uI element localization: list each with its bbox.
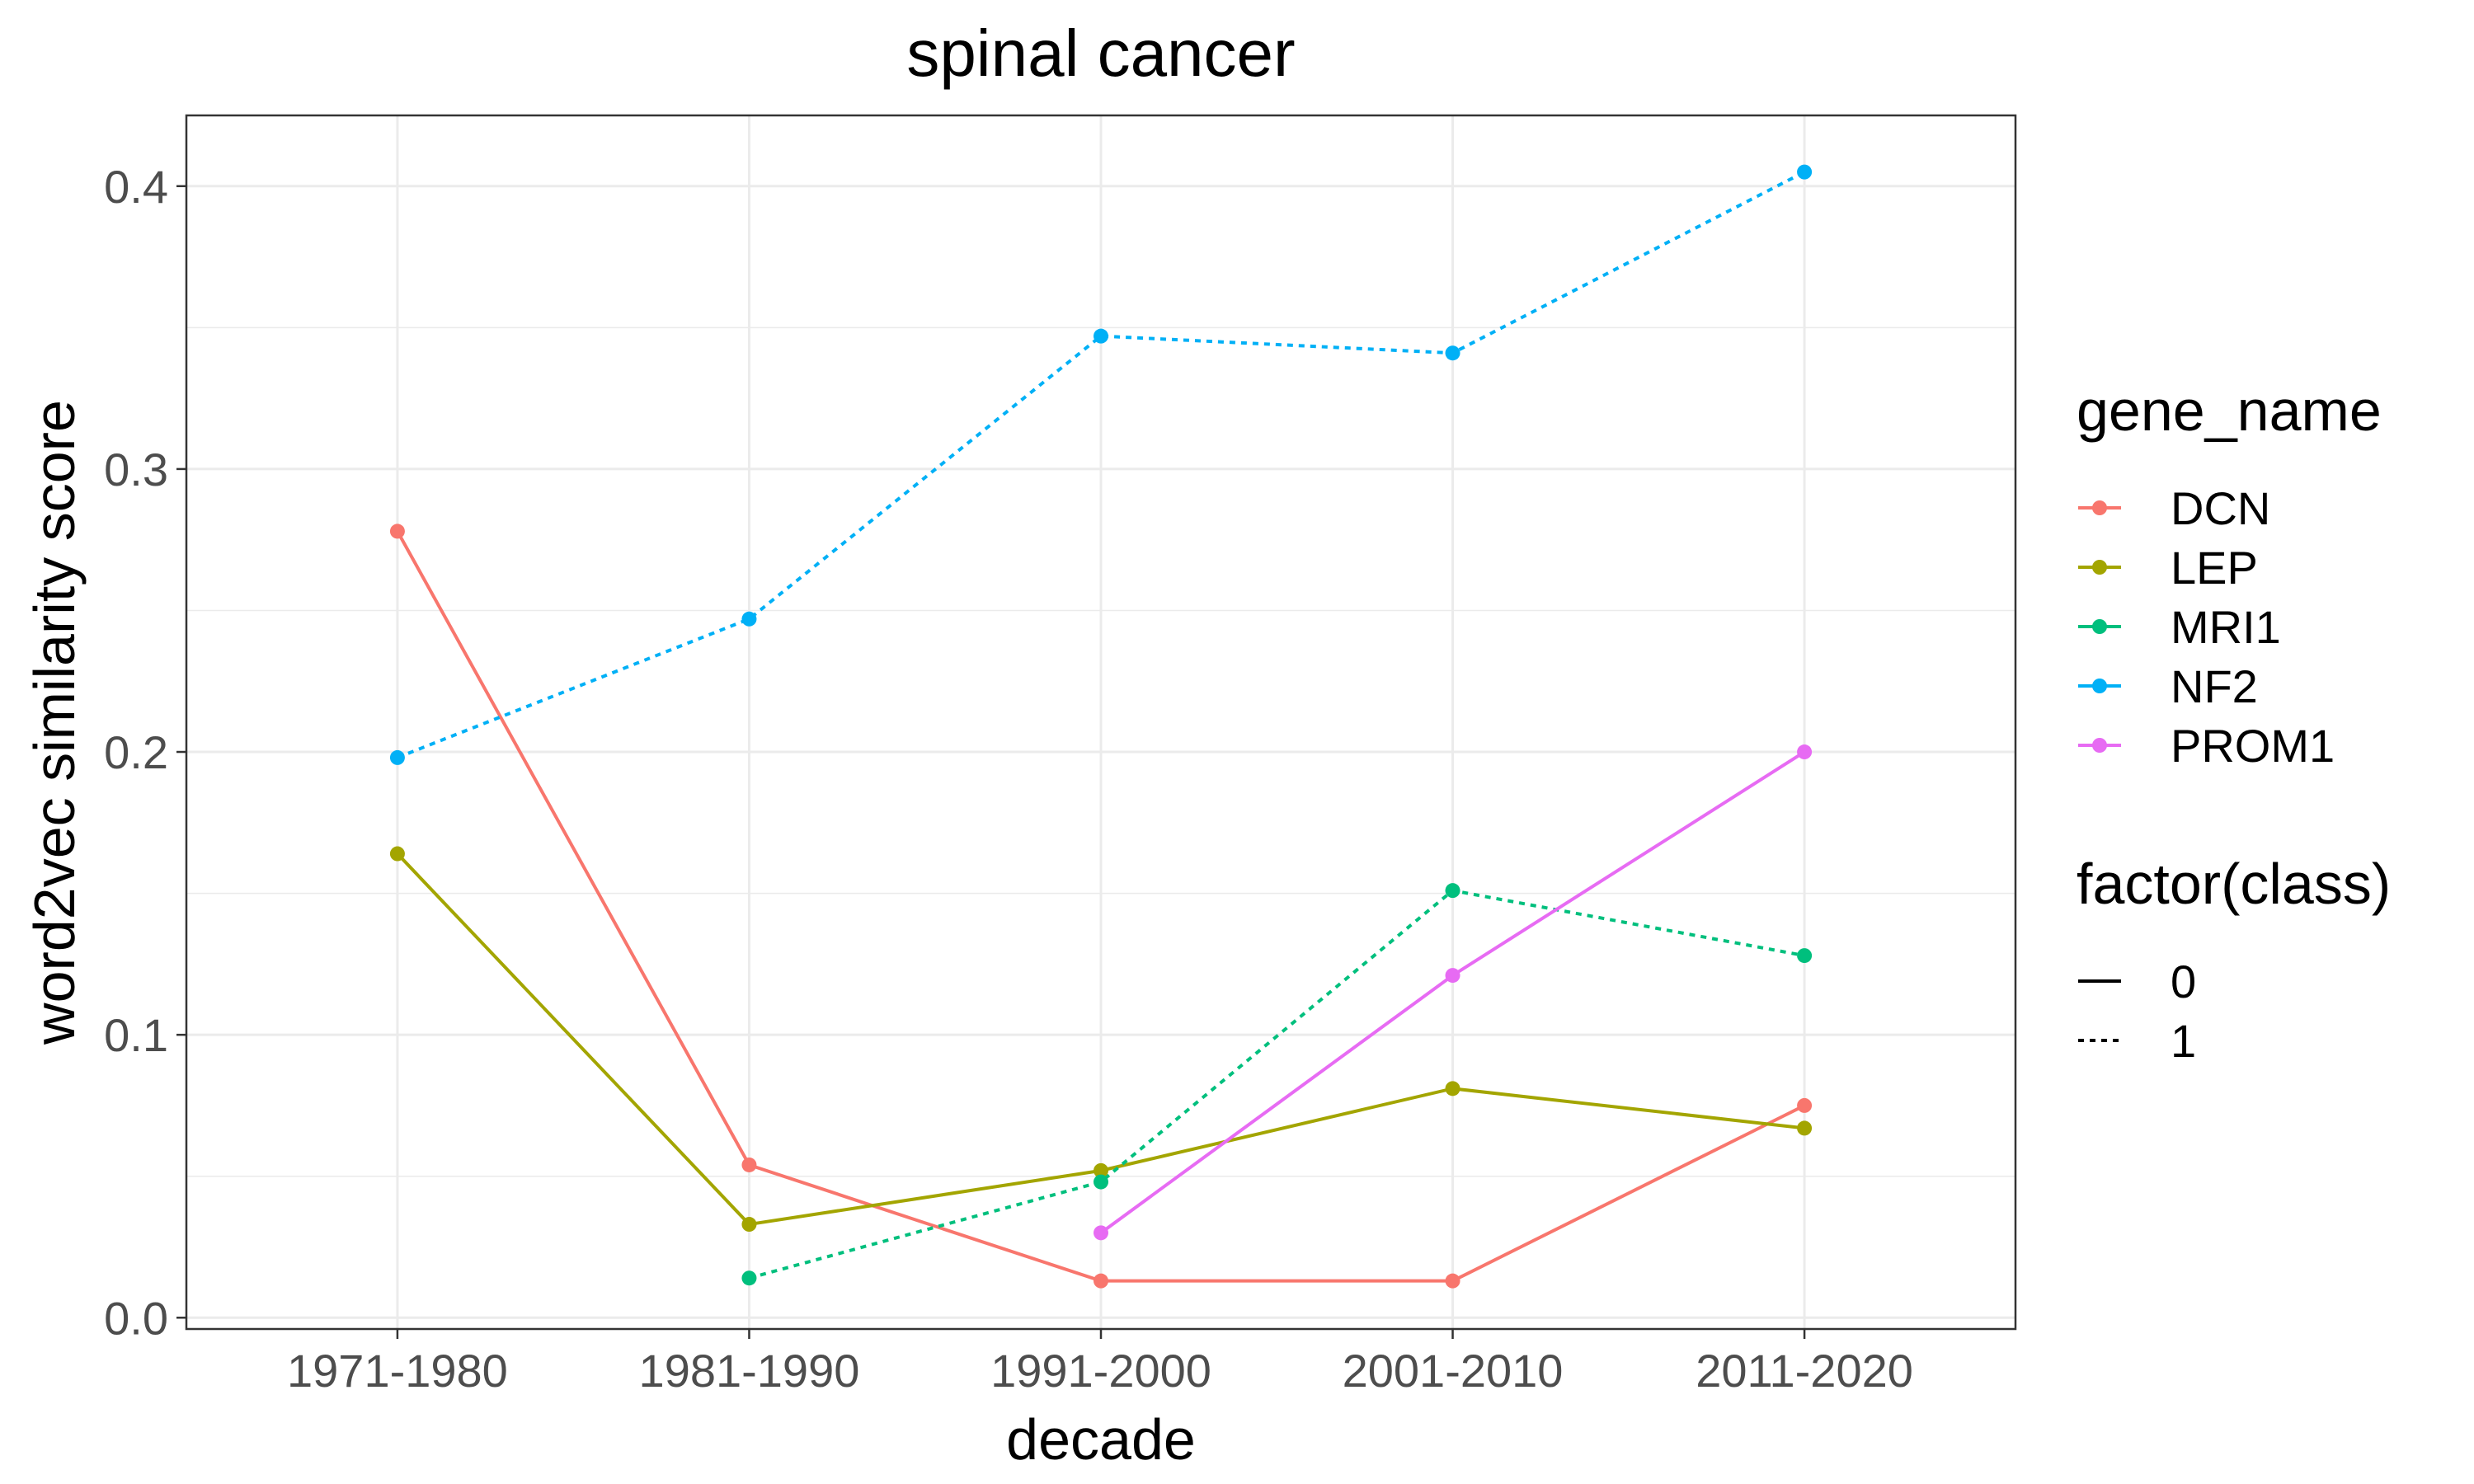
data-point-dcn — [1094, 1273, 1108, 1289]
data-point-mri1 — [1445, 883, 1460, 899]
chart-title: spinal cancer — [906, 16, 1295, 90]
legend-key-point — [2092, 500, 2107, 515]
data-point-lep — [389, 846, 405, 862]
data-point-nf2 — [1094, 328, 1108, 344]
series-line-mri1 — [748, 889, 1805, 1280]
legend-linetype-title: factor(class) — [2077, 852, 2391, 916]
data-point-prom1 — [1445, 968, 1460, 984]
data-point-nf2 — [389, 749, 405, 765]
data-point-nf2 — [741, 611, 757, 627]
data-point-dcn — [1797, 1097, 1813, 1113]
y-tick-label: 0.4 — [104, 161, 168, 213]
legend-key-point — [2092, 679, 2107, 693]
data-point-lep — [741, 1217, 757, 1233]
data-point-nf2 — [1445, 345, 1460, 361]
data-point-prom1 — [1094, 1225, 1108, 1241]
series-lines — [389, 164, 1813, 1289]
x-tick-label: 1991-2000 — [990, 1345, 1211, 1397]
grid-lines — [186, 115, 2015, 1329]
x-tick-label: 1971-1980 — [287, 1345, 508, 1397]
x-tick-label: 1981-1990 — [639, 1345, 860, 1397]
data-point-lep — [1797, 1120, 1813, 1136]
legend-label: DCN — [2171, 482, 2270, 534]
x-tick-label: 2001-2010 — [1343, 1345, 1564, 1397]
legend-key-point — [2092, 619, 2107, 634]
legend-color-title: gene_name — [2077, 378, 2382, 443]
axes: 0.0 0.1 0.2 0.3 0.4 1971-1980 1981-1990 1991-20… — [104, 161, 1913, 1397]
legend-linetype-label: 0 — [2171, 956, 2196, 1007]
data-point-nf2 — [1797, 164, 1813, 180]
legend-label: PROM1 — [2171, 720, 2335, 772]
legend-key-point — [2092, 560, 2107, 575]
x-axis-title: decade — [1006, 1407, 1196, 1472]
data-point-lep — [1094, 1162, 1108, 1178]
data-point-dcn — [741, 1157, 757, 1172]
data-point-lep — [1445, 1081, 1460, 1097]
data-point-mri1 — [741, 1270, 757, 1286]
legend-label: MRI1 — [2171, 601, 2281, 653]
legend-key-point — [2092, 738, 2107, 753]
legend-linetype-label: 1 — [2171, 1015, 2196, 1067]
data-point-prom1 — [1797, 744, 1813, 760]
data-point-dcn — [389, 524, 405, 539]
legend-label: NF2 — [2171, 660, 2258, 712]
data-point-dcn — [1445, 1273, 1460, 1289]
data-point-mri1 — [1094, 1174, 1108, 1190]
y-tick-label: 0.1 — [104, 1009, 168, 1061]
x-tick-label: 2011-2020 — [1696, 1345, 1913, 1397]
data-point-mri1 — [1797, 948, 1813, 964]
y-axis-title: word2vec similarity score — [22, 400, 87, 1045]
y-tick-label: 0.2 — [104, 726, 168, 778]
y-tick-label: 0.3 — [104, 444, 168, 495]
y-tick-label: 0.0 — [104, 1292, 168, 1344]
legend-label: LEP — [2171, 542, 2258, 594]
legend: gene_name factor(class) DCN LEP MRI1 NF2 PRO… — [2077, 378, 2391, 1067]
